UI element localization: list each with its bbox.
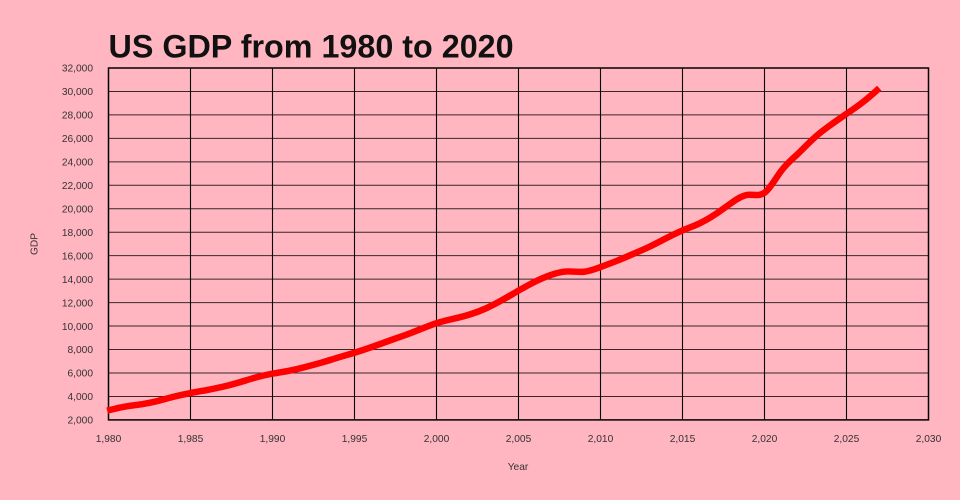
svg-text:2,005: 2,005 (506, 434, 532, 445)
svg-text:US GDP from 1980 to 2020: US GDP from 1980 to 2020 (109, 29, 514, 65)
svg-text:2,010: 2,010 (588, 434, 614, 445)
svg-text:1,990: 1,990 (260, 434, 286, 445)
svg-text:24,000: 24,000 (62, 158, 93, 169)
svg-text:32,000: 32,000 (62, 64, 93, 75)
svg-text:GDP: GDP (30, 233, 41, 255)
svg-text:16,000: 16,000 (62, 251, 93, 262)
svg-text:1,980: 1,980 (96, 434, 122, 445)
svg-text:8,000: 8,000 (68, 345, 94, 356)
svg-text:Year: Year (508, 462, 529, 473)
svg-text:2,000: 2,000 (424, 434, 450, 445)
svg-text:2,020: 2,020 (752, 434, 778, 445)
svg-text:22,000: 22,000 (62, 181, 93, 192)
svg-text:2,015: 2,015 (670, 434, 696, 445)
svg-text:18,000: 18,000 (62, 228, 93, 239)
svg-text:1,985: 1,985 (178, 434, 204, 445)
svg-text:20,000: 20,000 (62, 204, 93, 215)
svg-text:28,000: 28,000 (62, 111, 93, 122)
svg-text:2,025: 2,025 (834, 434, 860, 445)
svg-text:2,030: 2,030 (916, 434, 942, 445)
svg-text:6,000: 6,000 (68, 369, 94, 380)
svg-text:4,000: 4,000 (68, 392, 94, 403)
svg-text:14,000: 14,000 (62, 275, 93, 286)
svg-text:26,000: 26,000 (62, 134, 93, 145)
svg-text:10,000: 10,000 (62, 322, 93, 333)
svg-text:2,000: 2,000 (68, 416, 94, 427)
svg-text:1,995: 1,995 (342, 434, 368, 445)
svg-text:12,000: 12,000 (62, 298, 93, 309)
svg-text:30,000: 30,000 (62, 87, 93, 98)
